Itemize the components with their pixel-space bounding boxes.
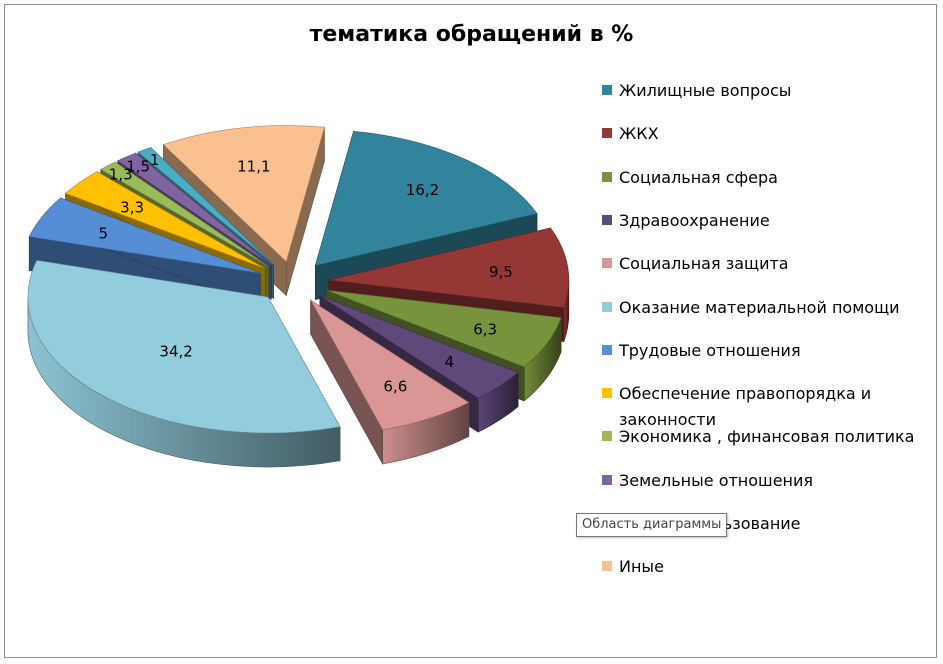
legend-swatch [602,128,612,139]
legend-swatch [602,301,612,312]
data-label-земельные-отношения: 1,5 [126,158,150,176]
legend-item-оказание-материальной-помощи[interactable]: Оказание материальной помощи [602,295,932,335]
legend-item-земельные-отношения[interactable]: Земельные отношения [602,468,932,508]
legend-swatch [602,474,612,485]
legend-item-жилищные-вопросы[interactable]: Жилищные вопросы [602,78,932,118]
data-label-здравоохранение: 4 [444,353,454,371]
pie-slice-top-природопользование[interactable] [137,147,274,265]
legend-label: Земельные отношения [619,470,814,490]
pie-slice-top-земельные-отношения[interactable] [117,152,272,266]
data-label-оказание-материальной-помощи: 34,2 [159,343,192,361]
legend-label: Трудовые отношения [619,340,801,360]
pie-slice-top-трудовые-отношения[interactable] [28,197,261,274]
data-label-социальная-сфера: 6,3 [473,320,497,338]
chart-area-tooltip: Область диаграммы [576,513,728,537]
legend-swatch [602,561,612,572]
data-label-иные: 11,1 [237,157,270,175]
legend-swatch [602,171,612,182]
chart-title: тематика обращений в % [309,22,634,47]
legend-label: Жилищные вопросы [619,81,792,100]
pie-slice-top-иные[interactable] [162,125,325,263]
legend-label: Здравоохранение [619,210,770,230]
legend-label: Иные [619,557,664,577]
legend-item-обеспечение-правопорядка-и-законности[interactable]: Обеспечение правопорядка и законности [602,381,932,429]
pie-slice-top-жилищные-вопросы[interactable] [314,131,538,267]
legend-swatch [602,85,612,95]
pie-slice-социальная-защита[interactable] [310,299,470,466]
legend-label: Социальная сфера [619,167,778,187]
data-label-жкх: 9,5 [489,263,513,281]
legend-item-социальная-защита[interactable]: Социальная защита [602,251,932,291]
legend-swatch [602,344,612,355]
legend-swatch [602,214,612,225]
legend-label: Социальная защита [619,254,789,274]
legend-item-трудовые-отношения[interactable]: Трудовые отношения [602,338,932,378]
legend-item-иные[interactable]: Иные [602,554,932,594]
legend-swatch [602,431,612,442]
pie-slice-top-социальная-защита[interactable] [310,299,470,431]
data-label-экономика-финансовая-политика: 1,3 [109,166,133,184]
data-label-социальная-защита: 6,6 [383,378,407,396]
legend-item-здравоохранение[interactable]: Здравоохранение [602,208,932,248]
pie-slice-top-экономика-финансовая-политика[interactable] [100,161,270,267]
legend-item-экономика-финансовая-политика[interactable]: Экономика , финансовая политика [602,424,932,464]
pie-slice-top-социальная-сфера[interactable] [326,289,562,368]
legend-label: Обеспечение правопорядка и законности [619,384,872,430]
pie-slice-top-обеспечение-правопорядка-и-законности[interactable] [64,171,266,269]
legend-swatch [602,258,612,269]
data-label-жилищные-вопросы: 16,2 [406,181,439,199]
legend-swatch [602,388,612,399]
pie-slice-top-жкх[interactable] [328,227,570,308]
legend-item-жкх[interactable]: ЖКХ [602,121,932,161]
pie-slice-top-оказание-материальной-помощи[interactable] [27,259,341,434]
pie-slice-top-здравоохранение[interactable] [319,295,519,399]
data-label-обеспечение-правопорядка-и-законности: 3,3 [120,198,144,216]
legend-item-социальная-сфера[interactable]: Социальная сфера [602,165,932,205]
legend-label: ЖКХ [619,124,659,144]
data-label-природопользование: 1 [150,151,160,169]
data-label-трудовые-отношения: 5 [98,224,108,242]
pie-slice-оказание-материальной-помощи[interactable] [27,259,341,468]
legend-label: Оказание материальной помощи [619,297,900,317]
legend-label: Экономика , финансовая политика [619,427,915,447]
